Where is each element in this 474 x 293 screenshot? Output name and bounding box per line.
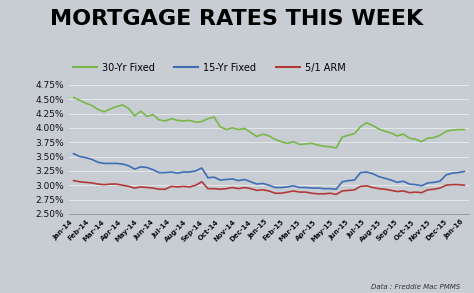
15-Yr Fixed	[236, 179, 241, 182]
5/1 ARM	[163, 188, 168, 191]
30-Yr Fixed	[71, 96, 76, 99]
5/1 ARM	[462, 183, 467, 187]
15-Yr Fixed	[462, 170, 467, 173]
Text: Data : Freddie Mac PMMS: Data : Freddie Mac PMMS	[371, 284, 460, 290]
15-Yr Fixed	[187, 170, 192, 174]
Legend: 30-Yr Fixed, 15-Yr Fixed, 5/1 ARM: 30-Yr Fixed, 15-Yr Fixed, 5/1 ARM	[69, 59, 349, 76]
5/1 ARM	[187, 185, 192, 189]
Line: 15-Yr Fixed: 15-Yr Fixed	[73, 154, 465, 189]
5/1 ARM	[413, 190, 419, 194]
5/1 ARM	[449, 183, 455, 186]
15-Yr Fixed	[449, 171, 455, 175]
30-Yr Fixed	[333, 146, 339, 150]
15-Yr Fixed	[71, 152, 76, 155]
5/1 ARM	[71, 179, 76, 182]
30-Yr Fixed	[462, 128, 467, 131]
5/1 ARM	[333, 193, 339, 196]
30-Yr Fixed	[413, 138, 419, 141]
15-Yr Fixed	[272, 186, 278, 189]
Text: MORTGAGE RATES THIS WEEK: MORTGAGE RATES THIS WEEK	[50, 9, 424, 29]
30-Yr Fixed	[187, 119, 192, 122]
5/1 ARM	[236, 187, 241, 190]
Line: 5/1 ARM: 5/1 ARM	[73, 180, 465, 194]
Line: 30-Yr Fixed: 30-Yr Fixed	[73, 98, 465, 148]
30-Yr Fixed	[236, 128, 241, 131]
15-Yr Fixed	[413, 183, 419, 186]
30-Yr Fixed	[449, 128, 455, 132]
15-Yr Fixed	[333, 188, 339, 191]
5/1 ARM	[272, 192, 278, 195]
15-Yr Fixed	[163, 171, 168, 174]
30-Yr Fixed	[272, 138, 278, 141]
30-Yr Fixed	[163, 119, 168, 123]
